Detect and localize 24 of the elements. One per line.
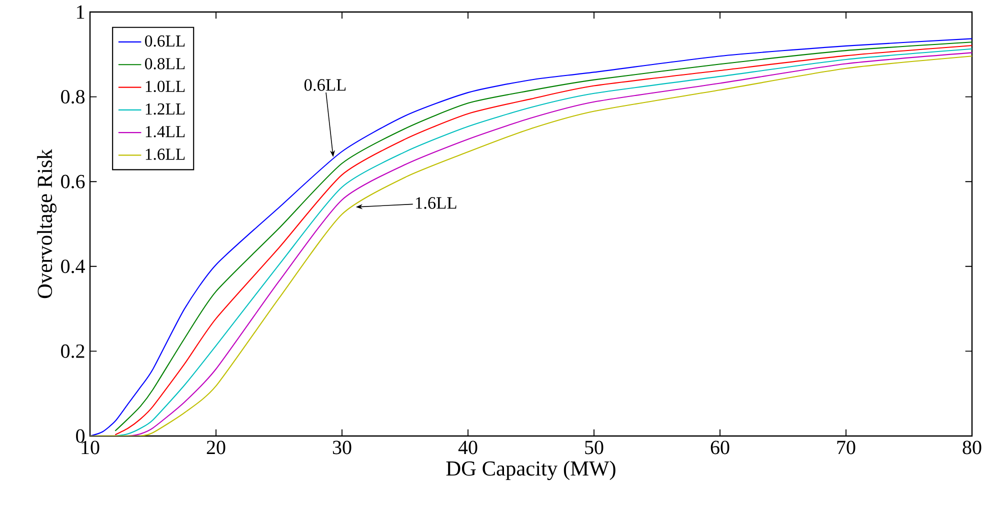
x-axis-title: DG Capacity (MW) <box>446 460 616 480</box>
y-tick-label: 0 <box>76 429 85 443</box>
x-tick-label: 60 <box>710 440 730 454</box>
legend-label: 0.8LL <box>145 58 185 70</box>
y-axis-title: Overvoltage Risk <box>37 149 56 298</box>
y-tick-label: 0.6 <box>61 174 85 188</box>
legend-label: 1.4LL <box>146 126 185 138</box>
x-tick-label: 50 <box>585 440 604 454</box>
x-tick-label: 40 <box>458 440 478 454</box>
annotation: 0.6LL <box>304 79 346 91</box>
y-tick-label: 0.4 <box>61 260 85 274</box>
x-tick-label: 10 <box>82 440 100 454</box>
legend-label: 1.6LL <box>146 148 185 160</box>
y-tick-label: 0.8 <box>61 90 85 104</box>
legend-label: 1.2LL <box>146 103 185 115</box>
x-tick-label: 30 <box>332 440 352 454</box>
y-tick-label: 0.2 <box>61 344 84 358</box>
legend-label: 1.0LL <box>146 80 185 92</box>
x-tick-label: 70 <box>837 440 856 454</box>
x-tick-label: 80 <box>962 440 982 454</box>
x-tick-label: 20 <box>206 440 226 454</box>
annotation: 1.6LL <box>416 197 456 209</box>
y-tick-label: 1 <box>77 5 84 19</box>
legend-label: 0.6LL <box>145 35 185 47</box>
